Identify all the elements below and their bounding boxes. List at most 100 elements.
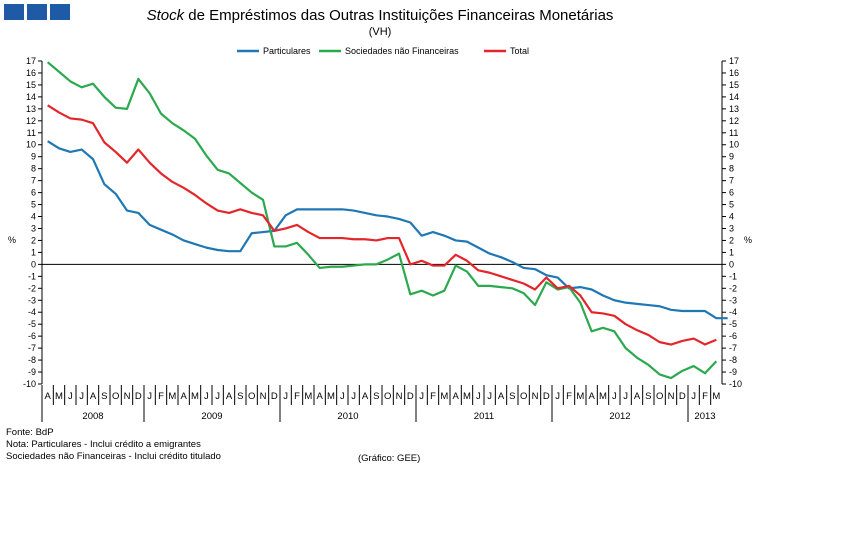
y-tick-label-right: 14 bbox=[729, 92, 739, 102]
month-label: O bbox=[112, 391, 119, 402]
month-label: N bbox=[260, 391, 267, 402]
y-tick-label-left: 1 bbox=[31, 247, 36, 257]
y-tick-label-left: 10 bbox=[26, 140, 36, 150]
month-label: A bbox=[452, 391, 459, 402]
y-tick-label-left: 15 bbox=[26, 80, 36, 90]
y-tick-label-right: -2 bbox=[729, 283, 737, 293]
month-label: J bbox=[612, 391, 617, 402]
month-label: J bbox=[623, 391, 628, 402]
month-label: N bbox=[396, 391, 403, 402]
logo-block bbox=[50, 4, 70, 20]
year-label: 2013 bbox=[694, 411, 715, 422]
month-label: S bbox=[373, 391, 379, 402]
y-tick-label-right: -5 bbox=[729, 319, 737, 329]
y-tick-label-right: -7 bbox=[729, 343, 737, 353]
month-label: O bbox=[520, 391, 527, 402]
series-line-1 bbox=[46, 61, 718, 380]
month-label: A bbox=[316, 391, 323, 402]
y-tick-label-left: 9 bbox=[31, 152, 36, 162]
footer-credit: (Gráfico: GEE) bbox=[358, 453, 421, 464]
y-tick-label-left: 3 bbox=[31, 223, 36, 233]
y-tick-label-left: 17 bbox=[26, 56, 36, 66]
month-label: M bbox=[440, 391, 448, 402]
month-label: A bbox=[634, 391, 641, 402]
gee-logo bbox=[4, 4, 70, 20]
y-axis-label-right: % bbox=[744, 235, 752, 245]
legend-label: Particulares bbox=[263, 46, 311, 56]
y-tick-label-left: 4 bbox=[31, 212, 36, 222]
month-label: A bbox=[588, 391, 595, 402]
y-tick-label-right: 10 bbox=[729, 140, 739, 150]
y-tick-label-right: 5 bbox=[729, 200, 734, 210]
y-tick-label-right: 16 bbox=[729, 68, 739, 78]
y-tick-label-left: 0 bbox=[31, 259, 36, 269]
month-label: J bbox=[351, 391, 356, 402]
y-tick-label-left: -5 bbox=[28, 319, 36, 329]
footer-source: Fonte: BdP bbox=[6, 427, 54, 438]
y-tick-label-left: 8 bbox=[31, 164, 36, 174]
y-tick-label-left: -10 bbox=[23, 379, 36, 389]
y-tick-label-left: 12 bbox=[26, 116, 36, 126]
month-label: M bbox=[463, 391, 471, 402]
y-tick-label-right: 3 bbox=[729, 223, 734, 233]
month-label: M bbox=[599, 391, 607, 402]
year-label: 2010 bbox=[337, 411, 358, 422]
y-tick-label-right: -10 bbox=[729, 379, 742, 389]
legend-label: Total bbox=[510, 46, 529, 56]
month-label: S bbox=[101, 391, 107, 402]
month-label: A bbox=[90, 391, 97, 402]
month-label: J bbox=[215, 391, 220, 402]
legend-label: Sociedades não Financeiras bbox=[345, 46, 459, 56]
y-tick-label-left: 11 bbox=[27, 128, 36, 138]
series-line-0 bbox=[47, 140, 728, 320]
y-tick-label-right: -8 bbox=[729, 355, 737, 365]
month-label: M bbox=[712, 391, 720, 402]
y-tick-label-left: -6 bbox=[28, 331, 36, 341]
month-label: M bbox=[191, 391, 199, 402]
y-axis-label-left: % bbox=[8, 235, 16, 245]
month-label: J bbox=[147, 391, 152, 402]
month-label: F bbox=[702, 391, 708, 402]
y-tick-label-right: 1 bbox=[729, 247, 734, 257]
y-tick-label-left: -4 bbox=[28, 307, 36, 317]
footer-note-sociedades: Sociedades não Financeiras - Inclui créd… bbox=[6, 451, 221, 462]
month-label: F bbox=[158, 391, 164, 402]
y-tick-label-left: -3 bbox=[28, 295, 36, 305]
year-label: 2011 bbox=[474, 411, 494, 422]
footer-note-particulares: Nota: Particulares - Inclui crédito a em… bbox=[6, 439, 201, 450]
y-tick-label-right: 17 bbox=[729, 56, 739, 66]
y-tick-label-left: -9 bbox=[28, 367, 36, 377]
y-tick-label-left: -8 bbox=[28, 355, 36, 365]
month-label: A bbox=[44, 391, 51, 402]
month-label: J bbox=[79, 391, 84, 402]
y-tick-label-right: 9 bbox=[729, 152, 734, 162]
month-label: N bbox=[532, 391, 539, 402]
y-tick-label-left: 14 bbox=[26, 92, 36, 102]
y-tick-label-right: 4 bbox=[729, 212, 734, 222]
month-label: D bbox=[135, 391, 142, 402]
month-label: J bbox=[340, 391, 345, 402]
y-tick-label-right: -4 bbox=[729, 307, 737, 317]
year-label: 2012 bbox=[609, 411, 630, 422]
month-label: S bbox=[237, 391, 243, 402]
month-label: N bbox=[668, 391, 675, 402]
y-tick-label-right: 0 bbox=[729, 259, 734, 269]
chart-title: Stock de Empréstimos das Outras Institui… bbox=[0, 7, 760, 24]
month-label: J bbox=[419, 391, 424, 402]
month-label: J bbox=[691, 391, 696, 402]
chart-title-rest: de Empréstimos das Outras Instituições F… bbox=[184, 7, 614, 24]
year-label: 2009 bbox=[201, 411, 222, 422]
month-label: D bbox=[407, 391, 414, 402]
logo-block bbox=[27, 4, 47, 20]
y-tick-label-right: 12 bbox=[729, 116, 739, 126]
y-tick-label-right: 13 bbox=[729, 104, 739, 114]
month-label: D bbox=[271, 391, 278, 402]
month-label: M bbox=[576, 391, 584, 402]
month-label: A bbox=[498, 391, 505, 402]
month-label: D bbox=[679, 391, 686, 402]
y-tick-label-right: 15 bbox=[729, 80, 739, 90]
chart-subtitle: (VH) bbox=[368, 26, 392, 38]
month-label: A bbox=[180, 391, 187, 402]
month-label: M bbox=[327, 391, 335, 402]
